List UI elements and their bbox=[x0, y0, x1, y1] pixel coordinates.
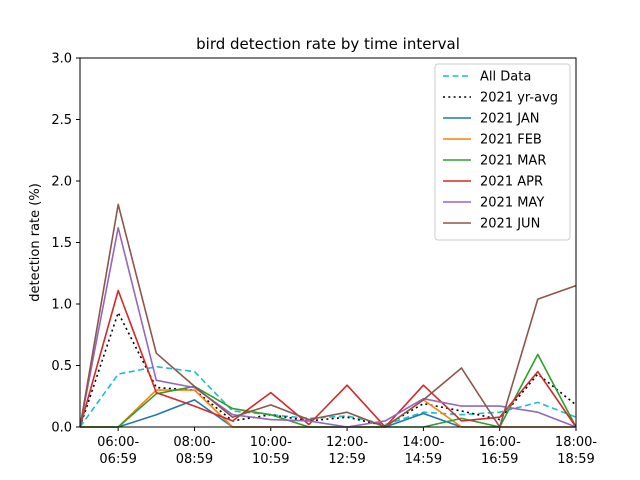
legend-label: 2021 MAR bbox=[480, 154, 546, 169]
x-tick-label: 08:00- bbox=[173, 435, 215, 450]
x-tick-label: 06:00- bbox=[97, 435, 139, 450]
y-tick-label: 0.5 bbox=[51, 359, 72, 374]
y-axis-label: detection rate (%) bbox=[28, 183, 43, 302]
x-tick-label: 08:59 bbox=[176, 452, 213, 467]
x-tick-label: 12:59 bbox=[328, 452, 365, 467]
legend-label: 2021 APR bbox=[480, 175, 543, 190]
legend-label: 2021 yr-avg bbox=[480, 91, 558, 106]
y-axis-ticks: 0.0 0.5 1.0 1.5 2.0 2.5 3.0 bbox=[51, 52, 80, 436]
y-tick-label: 1.5 bbox=[51, 236, 72, 251]
y-tick-label: 2.0 bbox=[51, 175, 72, 190]
x-tick-label: 10:00- bbox=[250, 435, 292, 450]
x-tick-label: 18:00- bbox=[555, 435, 597, 450]
x-tick-label: 18:59 bbox=[557, 452, 594, 467]
legend-label: 2021 JAN bbox=[480, 112, 539, 127]
y-tick-label: 2.5 bbox=[51, 113, 72, 128]
legend-box bbox=[434, 63, 571, 241]
chart-title: bird detection rate by time interval bbox=[196, 35, 460, 53]
x-tick-label: 14:59 bbox=[405, 452, 442, 467]
x-axis-ticks: 06:00- 06:59 08:00- 08:59 10:00- 10:59 12:00- 1… bbox=[97, 427, 597, 467]
y-tick-label: 1.0 bbox=[51, 298, 72, 313]
series-line-0 bbox=[79, 365, 577, 428]
legend-label: 2021 MAY bbox=[480, 196, 544, 211]
legend: All Data 2021 yr-avg 2021 JAN 2021 FEB 2021 … bbox=[434, 63, 571, 241]
y-tick-label: 0.0 bbox=[51, 421, 72, 436]
series-line-7 bbox=[79, 203, 577, 428]
series-line-6 bbox=[79, 226, 577, 428]
x-tick-label: 06:59 bbox=[99, 452, 136, 467]
x-tick-label: 10:59 bbox=[252, 452, 289, 467]
legend-label: 2021 FEB bbox=[480, 133, 542, 148]
x-tick-label: 16:00- bbox=[479, 435, 521, 450]
legend-label: 2021 JUN bbox=[480, 217, 540, 232]
y-tick-label: 3.0 bbox=[51, 52, 72, 67]
x-tick-label: 12:00- bbox=[326, 435, 368, 450]
legend-label: All Data bbox=[480, 70, 531, 85]
x-tick-label: 14:00- bbox=[402, 435, 444, 450]
x-tick-label: 16:59 bbox=[481, 452, 518, 467]
plot-frame bbox=[79, 57, 577, 428]
